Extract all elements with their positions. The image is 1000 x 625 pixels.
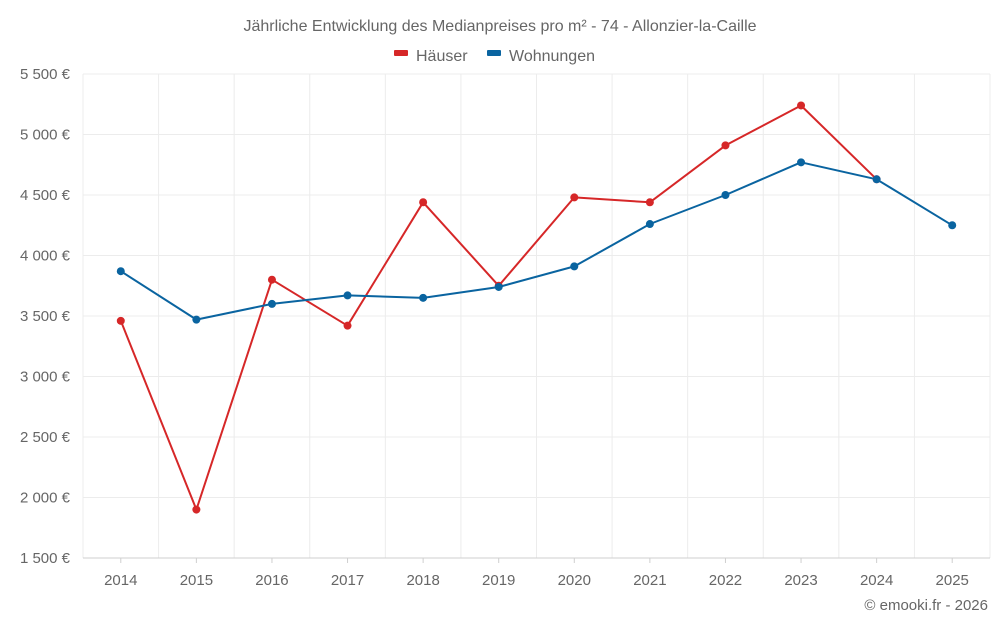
data-point-wohnungen bbox=[570, 262, 579, 271]
data-point-haeuser bbox=[570, 193, 579, 202]
y-tick-label: 3 000 € bbox=[20, 369, 71, 386]
legend-label-wohnungen[interactable]: Wohnungen bbox=[509, 48, 595, 65]
y-tick-label: 4 500 € bbox=[20, 187, 71, 204]
data-point-haeuser bbox=[192, 505, 201, 514]
x-tick-label: 2017 bbox=[331, 572, 364, 589]
data-point-haeuser bbox=[645, 198, 654, 207]
x-tick-label: 2014 bbox=[104, 572, 137, 589]
data-point-haeuser bbox=[343, 321, 352, 330]
legend-swatch-wohnungen bbox=[487, 50, 501, 56]
series-line-wohnungen bbox=[120, 161, 953, 321]
data-point-wohnungen bbox=[343, 291, 352, 300]
data-point-wohnungen bbox=[267, 299, 276, 308]
x-tick-label: 2025 bbox=[936, 572, 969, 589]
credit-text: © emooki.fr - 2026 bbox=[864, 597, 988, 614]
x-tick-label: 2019 bbox=[482, 572, 515, 589]
data-point-haeuser bbox=[267, 275, 276, 284]
x-tick-label: 2024 bbox=[860, 572, 893, 589]
axes: 1 500 € 2 000 € 2 500 € 3 000 € 3 500 € 4 000… bbox=[20, 66, 990, 589]
y-tick-label: 4 000 € bbox=[20, 248, 71, 265]
legend-label-haeuser[interactable]: Häuser bbox=[416, 48, 468, 65]
x-tick-label: 2018 bbox=[406, 572, 439, 589]
data-point-wohnungen bbox=[116, 267, 125, 276]
series bbox=[116, 101, 957, 514]
legend: Häuser Wohnungen bbox=[394, 48, 595, 65]
y-tick-label: 2 500 € bbox=[20, 429, 71, 446]
data-point-wohnungen bbox=[494, 282, 503, 291]
data-point-haeuser bbox=[797, 101, 806, 110]
y-tick-label: 5 000 € bbox=[20, 127, 71, 144]
data-point-haeuser bbox=[419, 198, 428, 207]
legend-swatch-haeuser bbox=[394, 50, 408, 56]
data-point-haeuser bbox=[721, 141, 730, 150]
x-tick-label: 2015 bbox=[180, 572, 213, 589]
y-tick-label: 1 500 € bbox=[20, 550, 71, 567]
x-tick-label: 2023 bbox=[784, 572, 817, 589]
data-point-wohnungen bbox=[872, 175, 881, 184]
data-point-wohnungen bbox=[721, 191, 730, 199]
data-point-wohnungen bbox=[419, 293, 428, 302]
data-point-haeuser bbox=[116, 316, 125, 325]
chart-title: Jährliche Entwicklung des Medianpreises … bbox=[243, 18, 756, 35]
y-tick-label: 2 000 € bbox=[20, 490, 71, 507]
data-point-wohnungen bbox=[948, 221, 957, 230]
grid bbox=[82, 73, 991, 559]
data-point-wohnungen bbox=[192, 315, 201, 324]
y-tick-label: 3 500 € bbox=[20, 308, 71, 325]
x-tick-label: 2022 bbox=[709, 572, 742, 589]
data-point-wohnungen bbox=[645, 220, 654, 229]
x-tick-label: 2016 bbox=[255, 572, 288, 589]
data-point-wohnungen bbox=[797, 158, 806, 167]
y-tick-label: 5 500 € bbox=[20, 66, 71, 83]
x-tick-label: 2020 bbox=[558, 572, 591, 589]
x-tick-label: 2021 bbox=[633, 572, 666, 589]
